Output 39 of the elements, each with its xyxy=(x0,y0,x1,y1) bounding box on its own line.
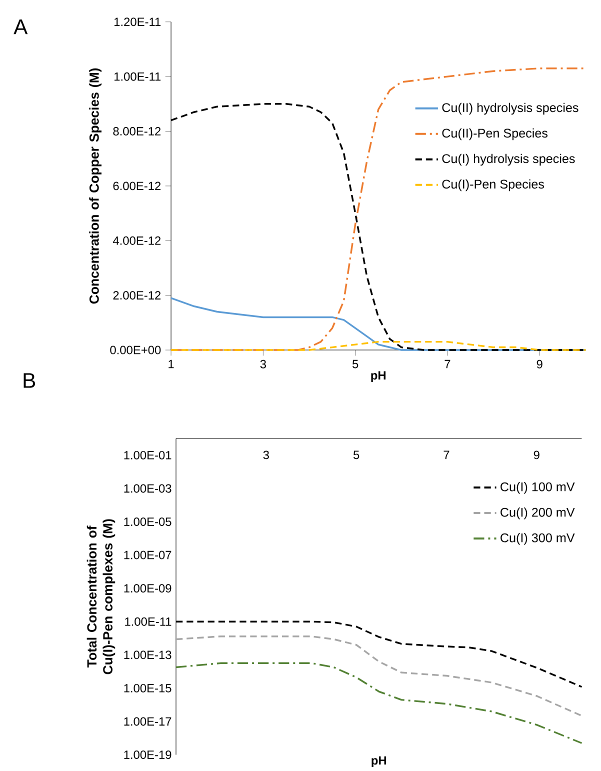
y-tick-label: 4.00E-12 xyxy=(113,236,161,245)
x-axis-title: pH xyxy=(371,371,386,382)
text: B xyxy=(24,373,36,388)
y-tick-label: 1.00E-07 xyxy=(124,550,172,560)
x-tick-label: 1 xyxy=(168,360,174,368)
y-tick-label: 1.00E-05 xyxy=(124,518,172,526)
legend-label: Cu(I) 200 mV xyxy=(500,508,575,520)
y-tick-label: 1.00E-09 xyxy=(124,584,172,593)
y-tick-label: 8.00E-12 xyxy=(113,127,161,136)
y-tick-label: 1.00E-01 xyxy=(124,450,172,460)
y-tick-label: 1.00E-03 xyxy=(124,484,172,493)
legend-label: Cu(I)-Pen Species xyxy=(442,179,544,192)
text: A xyxy=(14,20,28,34)
x-tick-label: 5 xyxy=(354,450,360,460)
y-tick-label: 1.00E-13 xyxy=(124,650,172,660)
x-tick-label: 7 xyxy=(444,450,450,459)
x-tick-label: 7 xyxy=(444,360,450,368)
legend-label: Cu(II) hydrolysis species xyxy=(442,102,578,115)
x-tick-label: 9 xyxy=(534,450,540,460)
legend-label: Cu(II)-Pen Species xyxy=(442,128,548,140)
legend-label: Cu(I) 300 mV xyxy=(500,533,575,545)
x-tick-label: 3 xyxy=(260,360,266,368)
y-axis-title: Total Concentration of Cu(I)-Pen complexes (M) xyxy=(87,519,116,674)
x-tick-label: 9 xyxy=(537,360,543,368)
x-axis-title: pH xyxy=(372,756,386,768)
y-tick-label: 2.00E-12 xyxy=(113,291,161,300)
legend-label: Cu(I) hydrolysis species xyxy=(442,154,575,166)
y-tick-label: 1.00E-19 xyxy=(124,750,172,759)
y-axis-title: Concentration of Copper Species (M) xyxy=(89,68,102,304)
y-tick-label: 0.00E+00 xyxy=(110,346,161,354)
legend-label: Cu(I) 100 mV xyxy=(500,482,575,494)
y-tick-label: 6.00E-12 xyxy=(113,182,161,190)
y-tick-label: 1.00E-15 xyxy=(124,684,172,692)
x-tick-label: 5 xyxy=(352,360,358,368)
y-tick-label: 1.00E-11 xyxy=(125,617,172,626)
x-tick-label: 3 xyxy=(263,450,270,460)
y-tick-label: 1.00E-11 xyxy=(114,72,161,81)
y-tick-label: 1.20E-11 xyxy=(114,18,161,26)
y-tick-label: 1.00E-17 xyxy=(124,717,172,726)
